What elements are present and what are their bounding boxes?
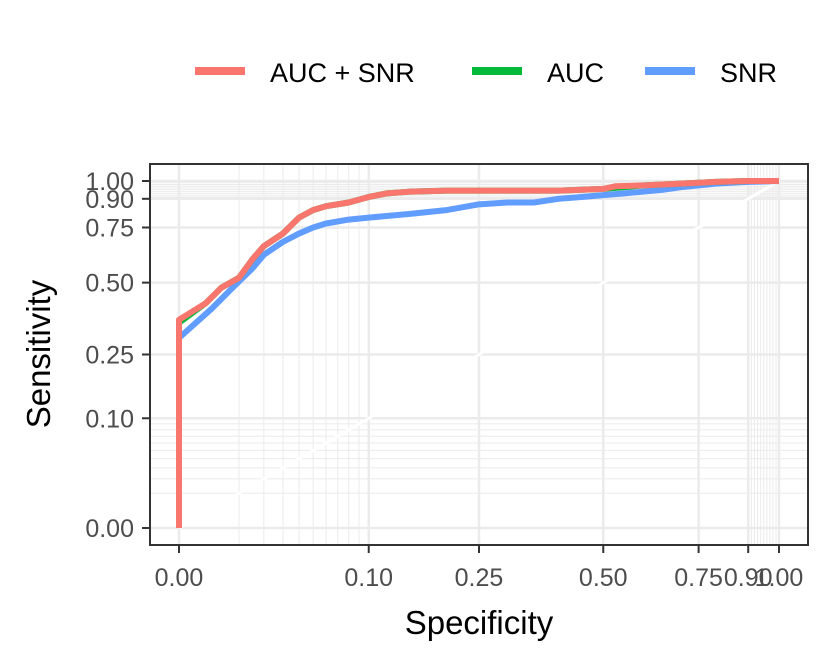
x-axis-title: Specificity [405,604,554,641]
x-tick-label-5: 0.90 [724,564,773,592]
y-axis: 0.00 0.10 0.25 0.50 0.750.901.00 [85,168,150,543]
x-tick-label-4: 0.75 [674,564,723,592]
x-axis: 0.00 0.10 0.25 0.50 0.75 0.901.00 [155,545,804,592]
y-tick-label-5: 0.90 [85,186,134,214]
y-tick-label-2: 0.25 [85,342,134,370]
y-tick-label-4: 0.75 [85,214,134,242]
y-axis-title: Sensitivity [20,279,57,428]
y-tick-label-0: 0.00 [85,515,134,543]
series-lines [176,178,780,528]
legend: AUC + SNR AUC SNR [195,58,777,88]
diagonal-reference [178,179,780,530]
x-tick-label-1: 0.10 [344,564,393,592]
y-tick-label-6: 1.00 [85,168,134,196]
diagonal-line [178,179,780,530]
x-tick-label-2: 0.25 [455,564,504,592]
series-line-2 [176,178,780,528]
x-tick-label-6: 1.00 [755,564,804,592]
y-tick-label-1: 0.10 [85,405,134,433]
legend-label-2: SNR [720,58,777,88]
legend-label-0: AUC + SNR [270,58,415,88]
series-line-0 [176,178,779,528]
legend-label-1: AUC [547,58,604,88]
x-tick-label-3: 0.50 [579,564,628,592]
y-tick-label-3: 0.50 [85,270,134,298]
x-tick-label-0: 0.00 [155,564,204,592]
